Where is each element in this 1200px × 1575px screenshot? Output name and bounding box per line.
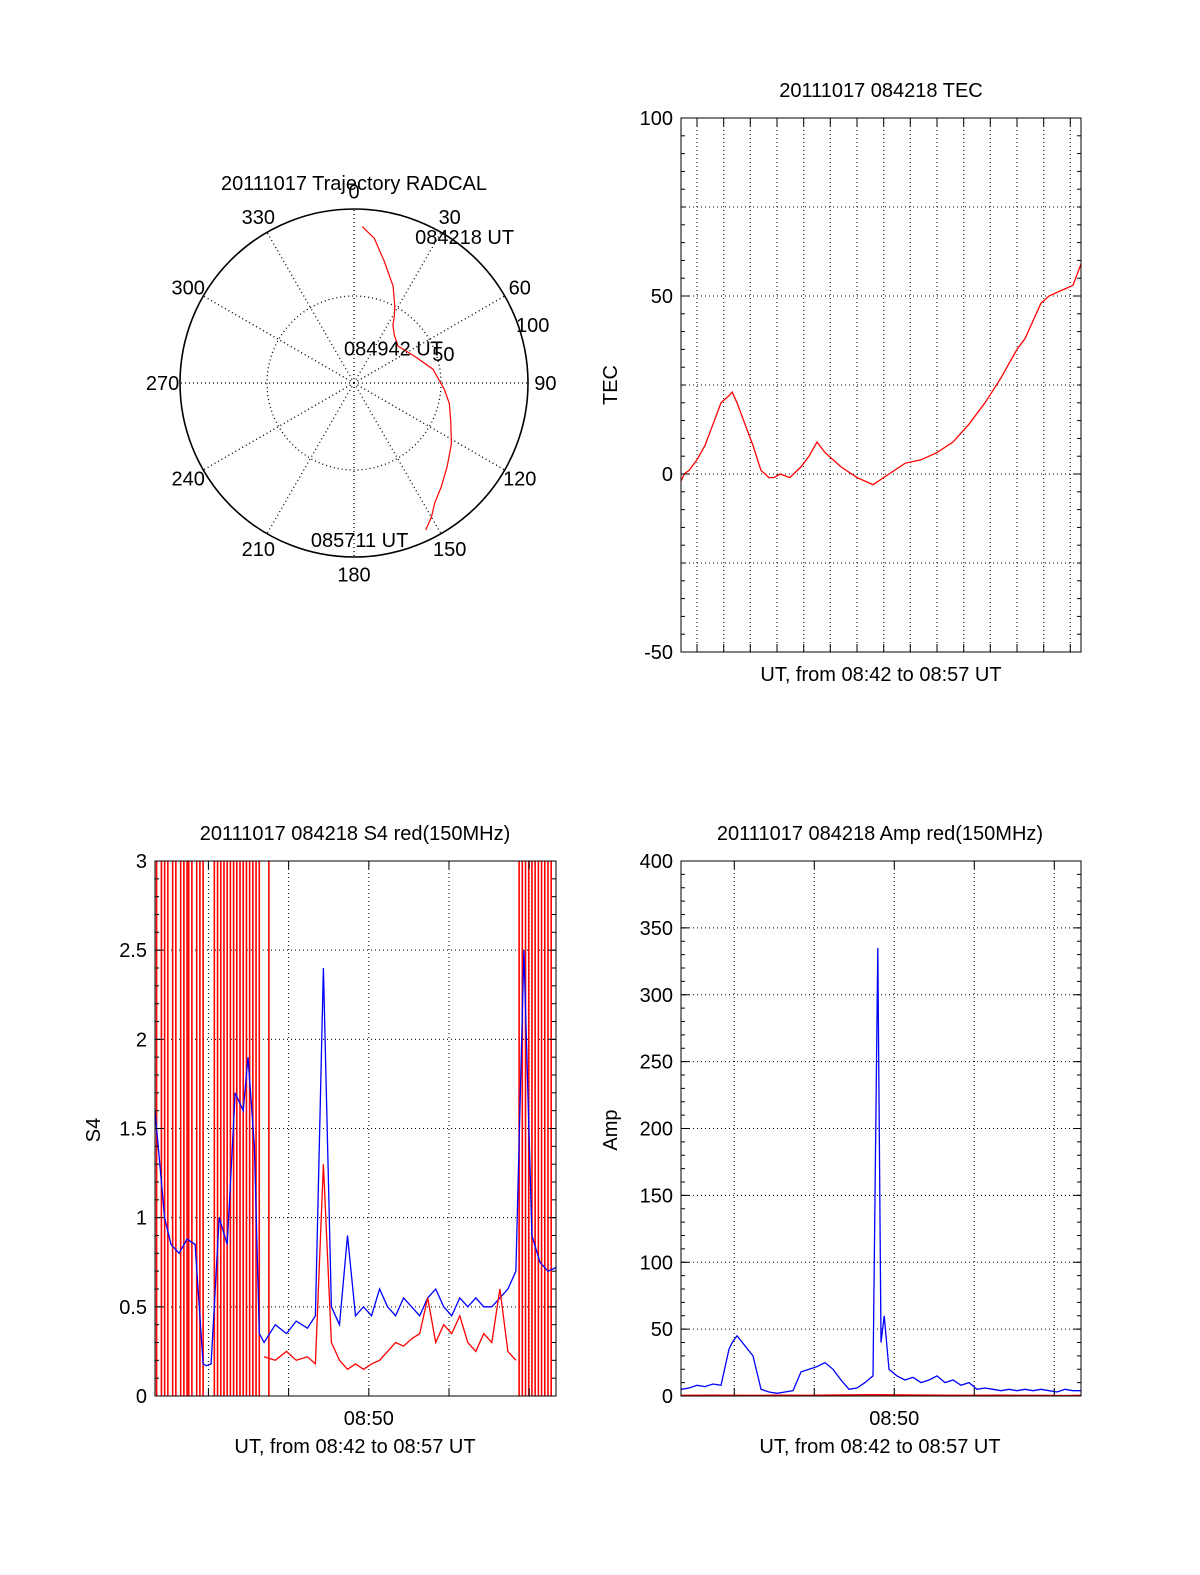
y-tick-label: 200 xyxy=(640,1119,673,1141)
y-tick-label: 0 xyxy=(136,1386,147,1408)
trajectory-series xyxy=(361,226,453,531)
y-tick-label: 2 xyxy=(136,1029,147,1051)
amp-title: 20111017 084218 Amp red(150MHz) xyxy=(717,823,1043,845)
angle-label: 300 xyxy=(172,277,205,299)
y-tick-label: 2.5 xyxy=(119,940,147,962)
trajectory-annotations: 084218 UT 084942 UT 085711 UT xyxy=(311,227,514,552)
y-tick-label: 50 xyxy=(651,1319,673,1341)
amp-panel: 20111017 084218 Amp red(150MHz) Amp UT, … xyxy=(600,823,1082,1458)
tec-ylabel: TEC xyxy=(600,365,622,405)
polar-spoke xyxy=(353,382,442,535)
y-tick-label: 250 xyxy=(640,1052,673,1074)
angle-label: 240 xyxy=(172,469,205,491)
polar-spoke xyxy=(353,231,442,384)
angle-label: 210 xyxy=(242,539,275,561)
y-tick-label: -50 xyxy=(644,642,673,664)
time-annotation: 085711 UT xyxy=(311,530,408,552)
polar-spoke xyxy=(353,382,506,471)
x-tick-label: 08:50 xyxy=(869,1408,919,1430)
y-tick-label: 0 xyxy=(662,464,673,486)
y-tick-label: 350 xyxy=(640,918,673,940)
angle-label: 90 xyxy=(534,373,556,395)
s4-panel: 20111017 084218 S4 red(150MHz) S4 UT, fr… xyxy=(83,823,557,1458)
y-tick-label: 1.5 xyxy=(119,1119,147,1141)
time-annotation: 084942 UT xyxy=(344,339,443,361)
radius-label: 50 xyxy=(432,344,454,366)
polar-spoke xyxy=(202,382,355,471)
y-tick-label: 100 xyxy=(640,1252,673,1274)
y-tick-label: 150 xyxy=(640,1185,673,1207)
angle-label: 330 xyxy=(242,207,275,229)
blue-series-line xyxy=(681,947,1081,1394)
angle-label: 180 xyxy=(337,564,370,586)
radius-label: 100 xyxy=(516,315,549,337)
tec-panel: 20111017 084218 TEC TEC UT, from 08:42 t… xyxy=(600,80,1082,686)
plot-area xyxy=(681,263,1081,486)
polar-spoke xyxy=(202,295,355,384)
polar-spoke xyxy=(266,382,355,535)
tec-title: 20111017 084218 TEC xyxy=(779,80,983,102)
plot-area xyxy=(681,947,1081,1396)
y-tick-label: 300 xyxy=(640,985,673,1007)
polar-ring-outer xyxy=(179,208,529,558)
s4-title: 20111017 084218 S4 red(150MHz) xyxy=(200,823,511,845)
blue-series-line xyxy=(155,950,556,1367)
y-tick-label: 100 xyxy=(640,108,673,130)
trajectory-panel: 20111017 Trajectory RADCAL 0 30 60 90 120 150… xyxy=(146,173,557,586)
angle-label: 0 xyxy=(348,182,359,204)
tec-xlabel: UT, from 08:42 to 08:57 UT xyxy=(760,664,1001,686)
y-tick-label: 400 xyxy=(640,851,673,873)
polar-spoke xyxy=(266,231,355,384)
red-series-line xyxy=(681,263,1081,486)
red-series-line xyxy=(263,1164,517,1371)
polar-spoke xyxy=(353,295,506,384)
s4-ylabel: S4 xyxy=(83,1118,105,1142)
polar-labels: 0 30 60 90 120 150 180 210 240 270 300 330 50 100 xyxy=(146,182,557,587)
plot-area xyxy=(155,861,556,1396)
y-tick-label: 50 xyxy=(651,286,673,308)
trajectory-title: 20111017 Trajectory RADCAL xyxy=(221,173,487,195)
angle-label: 120 xyxy=(503,469,536,491)
s4-xlabel: UT, from 08:42 to 08:57 UT xyxy=(234,1436,475,1458)
angle-label: 150 xyxy=(433,539,466,561)
angle-label: 270 xyxy=(146,373,179,395)
angle-label: 30 xyxy=(439,207,461,229)
angle-label: 60 xyxy=(509,277,531,299)
amp-ylabel: Amp xyxy=(600,1109,622,1150)
y-tick-label: 3 xyxy=(136,851,147,873)
amp-xlabel: UT, from 08:42 to 08:57 UT xyxy=(759,1436,1000,1458)
red-series-line xyxy=(681,1394,1081,1396)
trajectory-line xyxy=(361,226,453,531)
time-annotation: 084218 UT xyxy=(415,227,514,249)
y-tick-label: 0.5 xyxy=(119,1297,147,1319)
polar-grid xyxy=(179,208,529,558)
y-tick-label: 1 xyxy=(136,1208,147,1230)
y-tick-label: 0 xyxy=(662,1386,673,1408)
x-tick-label: 08:50 xyxy=(344,1408,394,1430)
